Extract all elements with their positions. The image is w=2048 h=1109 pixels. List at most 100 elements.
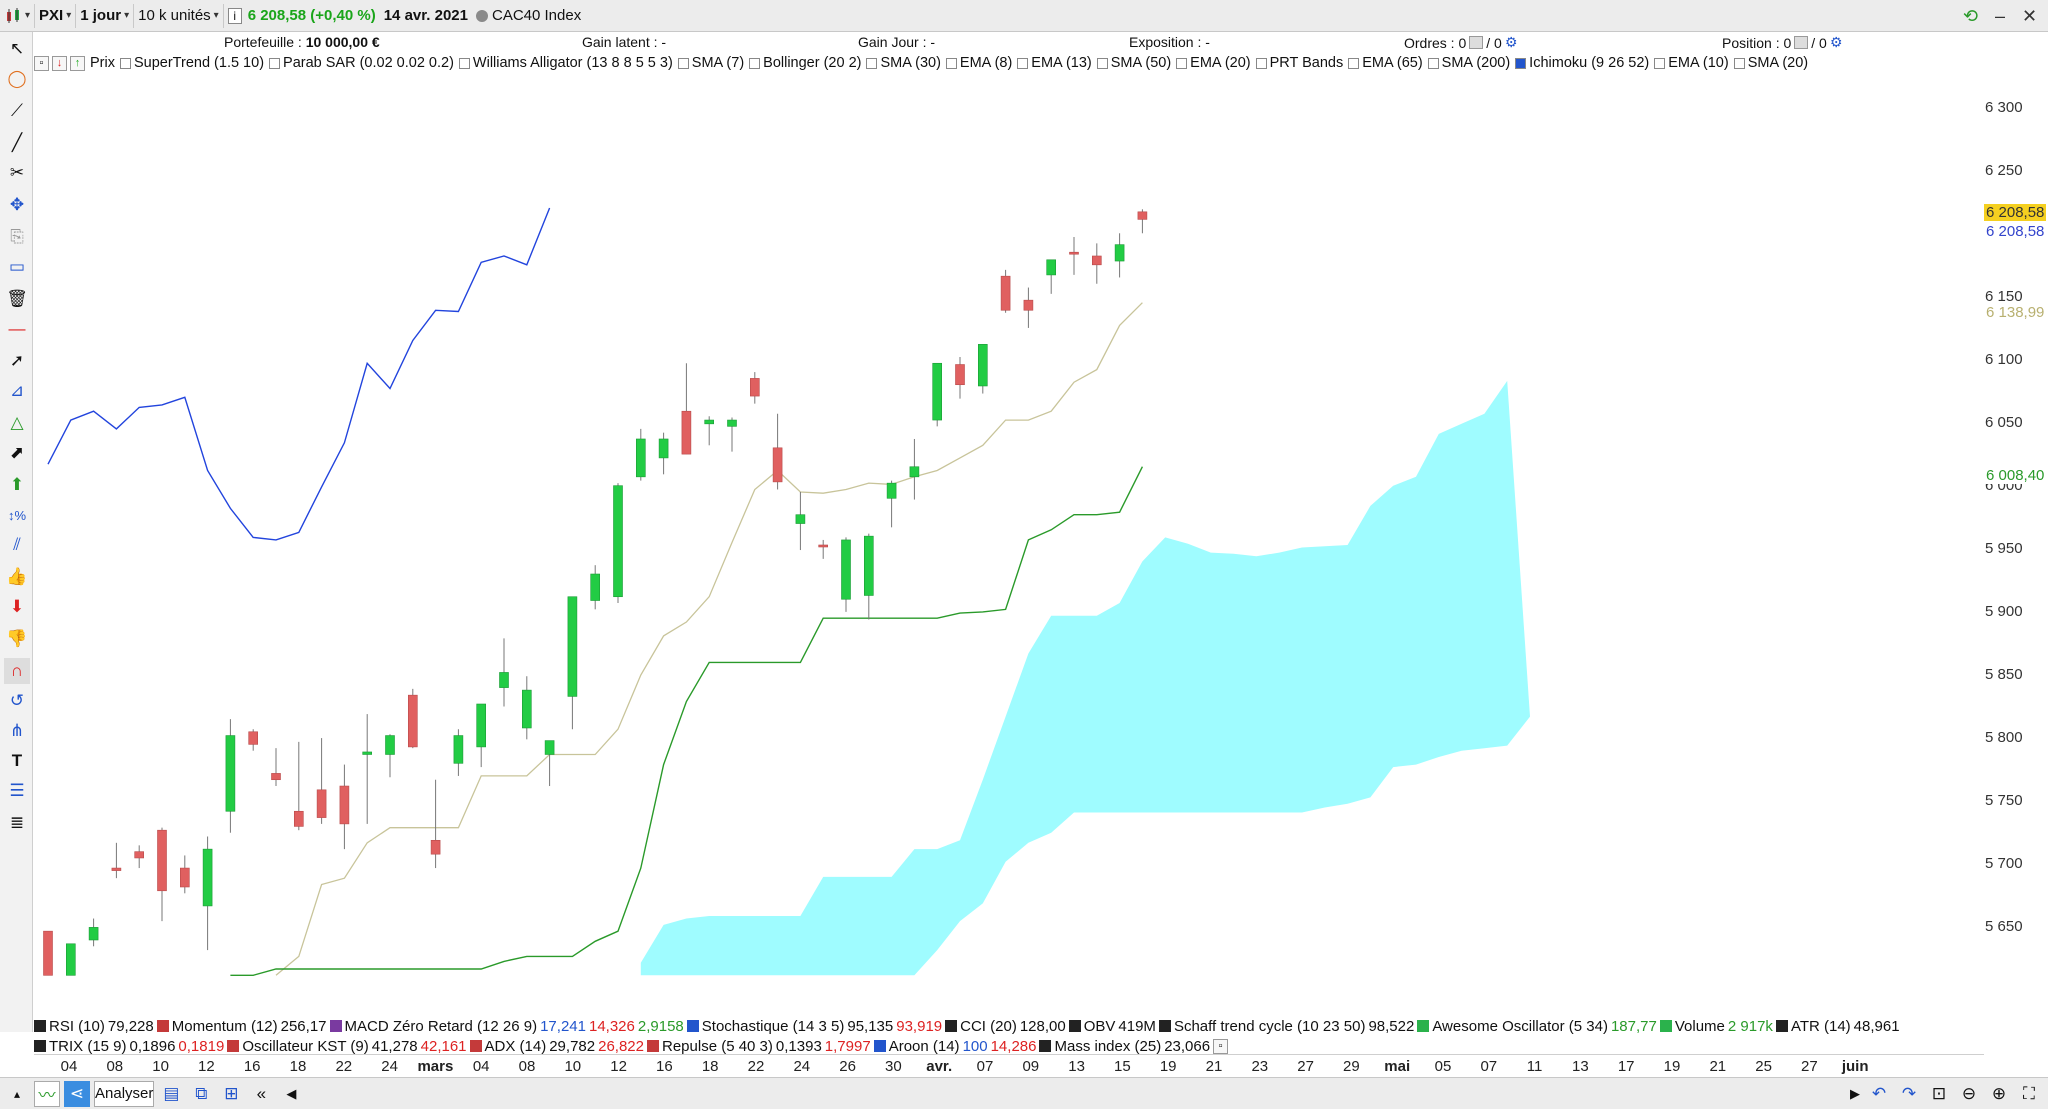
indicator-aroon[interactable]: Aroon (14) 100 14,286 — [873, 1038, 1036, 1055]
trash-icon[interactable]: 🗑 — [6, 289, 28, 308]
scroll-up-icon[interactable]: ▴ — [13, 1086, 21, 1101]
line-segment-icon[interactable]: ⟋ — [11, 101, 23, 120]
undo-icon[interactable]: ↶ — [1871, 1083, 1887, 1103]
indicator-adx[interactable]: ADX (14) 29,782 26,822 — [469, 1038, 644, 1055]
price-tick: 6 250 — [1985, 162, 2023, 179]
analyse-button[interactable]: Analyser — [94, 1080, 155, 1107]
gear-icon[interactable]: ⚙ — [1504, 34, 1518, 50]
rectangle-icon[interactable]: ▭ — [8, 257, 26, 276]
date-axis[interactable]: 04 08 10 12 16 18 22 24 mars 04 08 10 12 16 18 22 24 26 30… — [34, 1054, 1984, 1076]
indicator-schaff[interactable]: Schaff trend cycle (10 23 50) 98,522 — [1158, 1018, 1414, 1035]
magnet-icon[interactable]: ∩ — [4, 658, 30, 684]
pitchfork-icon[interactable]: ⋔ — [9, 721, 25, 740]
minimize-icon[interactable]: – — [1995, 6, 2006, 26]
legend-item[interactable]: SMA (50) — [1095, 55, 1174, 71]
indicator-stochastic[interactable]: Stochastique (14 3 5) 95,135 93,919 — [686, 1017, 943, 1035]
ray-icon[interactable]: ╱ — [11, 133, 23, 152]
alert-icon[interactable]: ⧉ — [195, 1083, 208, 1103]
indicator-atr[interactable]: ATR (14) 48,961 — [1775, 1018, 1900, 1035]
copy-icon[interactable]: ⎘ — [10, 227, 24, 246]
indicator-kst[interactable]: Oscillateur KST (9) 41,278 42,161 — [227, 1038, 467, 1055]
indicator-trix[interactable]: TRIX (15 9) 0,1896 0,1819 — [34, 1038, 224, 1055]
indicator-rsi[interactable]: RSI (10) 79,228 — [34, 1018, 154, 1035]
indicator-obv[interactable]: OBV 419M — [1068, 1018, 1156, 1035]
thumbs-up-icon[interactable]: 👍 — [6, 567, 28, 586]
share-icon[interactable]: ⋖ — [64, 1080, 90, 1107]
legend-item[interactable]: SMA (7) — [676, 55, 747, 71]
legend-item-prix[interactable]: Prix — [88, 55, 118, 71]
cursor-cycle-icon[interactable]: ↺ — [9, 691, 25, 710]
legend-item[interactable]: EMA (65) — [1346, 55, 1425, 71]
tools-icon[interactable]: ✂ — [9, 163, 25, 182]
window-icon[interactable]: ▫ — [1213, 1038, 1229, 1054]
horizontal-line-icon[interactable]: — — [8, 319, 26, 338]
legend-item[interactable]: EMA (10) — [1652, 55, 1731, 71]
indicator-chart-icon[interactable]: 〰 — [34, 1080, 60, 1107]
legend-item[interactable]: Bollinger (20 2) — [747, 55, 864, 71]
indicator-volume[interactable]: Volume 2 917k — [1659, 1018, 1773, 1035]
order-book-icon[interactable]: ▤ — [163, 1083, 180, 1103]
arrow-up-icon[interactable]: ↑ — [70, 55, 85, 71]
legend-item-ichimoku[interactable]: Ichimoku (9 26 52) — [1513, 55, 1652, 71]
legend-item[interactable]: Parab SAR (0.02 0.02 0.2) — [267, 55, 457, 71]
channel-icon[interactable]: ⫽ — [13, 535, 21, 554]
scroll-left-icon[interactable]: ◀ — [286, 1085, 297, 1101]
down-arrow-icon[interactable]: ⬇ — [9, 597, 25, 616]
legend-item[interactable]: SMA (20) — [1732, 55, 1811, 71]
legend-item[interactable]: Williams Alligator (13 8 8 5 5 3) — [457, 55, 676, 71]
screener-icon[interactable]: ⊞ — [224, 1083, 239, 1103]
zoom-in-icon[interactable]: ⊕ — [1991, 1083, 2007, 1103]
arrow-down-icon[interactable]: ↓ — [52, 55, 67, 71]
chart-type-button[interactable]: ▾ — [0, 3, 36, 28]
position-box-icon[interactable] — [1794, 36, 1809, 49]
collapse-icon[interactable]: « — [256, 1083, 267, 1103]
text-icon[interactable]: T — [11, 751, 23, 770]
date-tick: 04 — [60, 1058, 78, 1075]
thumbs-down-icon[interactable]: 👎 — [6, 629, 28, 648]
legend-item[interactable]: EMA (13) — [1015, 55, 1094, 71]
indicator-value: 0,1393 — [775, 1037, 822, 1055]
indicator-cci[interactable]: CCI (20) 128,00 — [945, 1018, 1066, 1035]
cursor-icon[interactable]: ↖ — [9, 39, 25, 58]
zoom-fit-icon[interactable]: ⊡ — [1931, 1083, 1947, 1103]
indicator-awesome[interactable]: Awesome Oscillator (5 34) 187,77 — [1417, 1018, 1657, 1035]
legend-item[interactable]: SMA (30) — [864, 55, 943, 71]
fib-levels-icon[interactable]: ☰ — [9, 781, 25, 800]
fibonacci-icon[interactable]: ⊿ — [9, 381, 25, 400]
legend-item[interactable]: PRT Bands — [1254, 55, 1347, 71]
units-selector[interactable]: 10 k unités ▾ — [134, 3, 224, 28]
indicator-mass-index[interactable]: Mass index (25) 23,066 ▫ — [1039, 1038, 1231, 1055]
gear-icon[interactable]: ⚙ — [1829, 34, 1843, 50]
orders-box-icon[interactable] — [1469, 36, 1484, 49]
percent-icon[interactable]: ↕% — [7, 507, 27, 523]
redo-icon[interactable]: ↷ — [1901, 1083, 1917, 1103]
symbol-selector[interactable]: PXI ▾ — [35, 3, 77, 28]
legend-item[interactable]: EMA (8) — [944, 55, 1015, 71]
window-icon[interactable]: ▫ — [34, 55, 49, 71]
move-icon[interactable]: ✥ — [9, 195, 25, 214]
list-icon[interactable]: ≣ — [9, 813, 25, 832]
fullscreen-icon[interactable]: ⛶ — [2023, 1083, 2035, 1103]
legend-item[interactable]: SMA (200) — [1426, 55, 1514, 71]
ellipse-icon[interactable]: ◯ — [7, 69, 27, 88]
indicator-momentum[interactable]: Momentum (12) 256,17 — [156, 1018, 327, 1035]
triangle-icon[interactable]: △ — [10, 413, 24, 432]
info-icon[interactable]: i — [227, 7, 242, 24]
price-chart[interactable] — [34, 73, 1982, 1016]
close-icon[interactable]: ✕ — [2022, 6, 2038, 26]
candlestick-icon — [7, 7, 19, 23]
price-axis[interactable]: 6 300 6 250 6 208,58 6 208,58 6 150 6 13… — [1982, 73, 2048, 1017]
refresh-icon[interactable]: ⟲ — [1963, 6, 1979, 26]
scroll-right-icon[interactable]: ▶ — [1850, 1085, 1860, 1101]
legend-item[interactable]: EMA (20) — [1174, 55, 1253, 71]
indicator-name: Repulse (5 40 3) — [662, 1037, 773, 1055]
arrow-icon[interactable]: ➚ — [9, 351, 25, 370]
indicator-value: 93,919 — [896, 1017, 943, 1035]
indicator-macd[interactable]: MACD Zéro Retard (12 26 9) 17,241 14,326 2,… — [329, 1018, 684, 1035]
arrow-up-right-icon[interactable]: ⬈ — [9, 443, 25, 462]
period-selector[interactable]: 1 jour ▾ — [76, 3, 135, 28]
legend-item[interactable]: SuperTrend (1.5 10) — [118, 55, 267, 71]
zoom-out-icon[interactable]: ⊖ — [1961, 1083, 1977, 1103]
up-arrow-icon[interactable]: ⬆ — [9, 475, 25, 494]
indicator-repulse[interactable]: Repulse (5 40 3) 0,1393 1,7997 — [647, 1038, 871, 1055]
